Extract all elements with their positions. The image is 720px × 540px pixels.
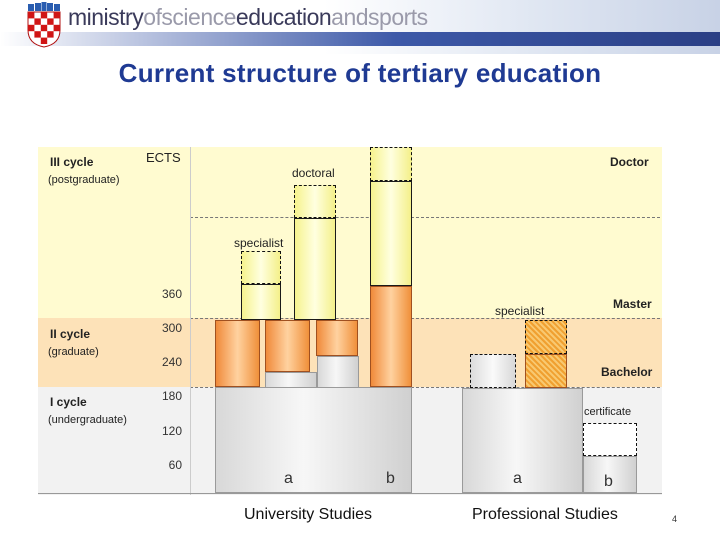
professional-hatched-dashed-box <box>525 320 567 354</box>
certificate-dashed-box <box>583 423 637 456</box>
doctor-dashed-box <box>370 147 412 181</box>
axis-line <box>190 147 191 495</box>
tick-120: 120 <box>161 424 182 438</box>
tick-180: 180 <box>161 389 182 403</box>
guide-line <box>190 217 660 218</box>
postgraduate-band <box>38 147 662 318</box>
university-master-bar-4 <box>370 286 412 387</box>
university-master-bar-2 <box>265 320 310 372</box>
university-gray-step-2 <box>317 356 359 388</box>
specialist-dashed-box <box>241 251 281 284</box>
doctoral-label: doctoral <box>292 166 335 180</box>
bachelor-label: Bachelor <box>601 365 653 379</box>
professional-studies-label: Professional Studies <box>472 506 618 523</box>
university-master-bar-3 <box>316 320 358 356</box>
cycle-i-label: I cycle <box>50 395 87 409</box>
cycle-ii-sub: (graduate) <box>48 346 99 358</box>
professional-hatched-box <box>525 354 567 388</box>
specialist-box <box>241 284 281 320</box>
page-number: 4 <box>672 514 678 524</box>
professional-undergraduate-block <box>462 388 583 493</box>
university-undergraduate-block <box>215 387 412 493</box>
header-rule <box>0 32 720 46</box>
tick-360: 360 <box>161 287 182 301</box>
guide-line <box>190 387 660 388</box>
ects-axis-label: ECTS <box>146 150 181 165</box>
cycle-iii-sub: (postgraduate) <box>48 174 120 186</box>
tick-300: 300 <box>161 321 182 335</box>
university-a-label: a <box>284 470 293 487</box>
university-master-bar-1 <box>215 320 260 387</box>
doctoral-bar <box>294 218 336 320</box>
tick-60: 60 <box>168 458 182 472</box>
cycle-iii-label: III cycle <box>50 155 94 169</box>
specialist-top-label: specialist <box>234 236 284 250</box>
croatian-crest-icon <box>26 2 62 48</box>
baseline <box>38 493 662 494</box>
professional-b-label: b <box>604 473 613 490</box>
professional-a-label: a <box>513 470 522 487</box>
university-gray-step-1 <box>265 372 317 388</box>
specialist-mid-label: specialist <box>495 304 545 318</box>
doctor-bar <box>370 181 412 286</box>
university-b-label: b <box>386 470 395 487</box>
university-studies-label: University Studies <box>244 506 373 523</box>
cycle-i-sub: (undergraduate) <box>48 414 127 426</box>
certificate-label: certificate <box>584 406 632 418</box>
guide-line <box>190 318 660 319</box>
professional-gray-dashed-box <box>470 354 516 388</box>
page-title: Current structure of tertiary education <box>118 58 602 88</box>
cycle-ii-label: II cycle <box>50 327 91 341</box>
certificate-box <box>583 456 637 493</box>
ministry-logo-text: ministryofscienceeducationandsports <box>68 4 428 30</box>
master-label: Master <box>613 297 652 311</box>
tick-240: 240 <box>161 355 182 369</box>
doctoral-dashed-box <box>294 185 336 218</box>
doctor-label: Doctor <box>610 155 649 169</box>
